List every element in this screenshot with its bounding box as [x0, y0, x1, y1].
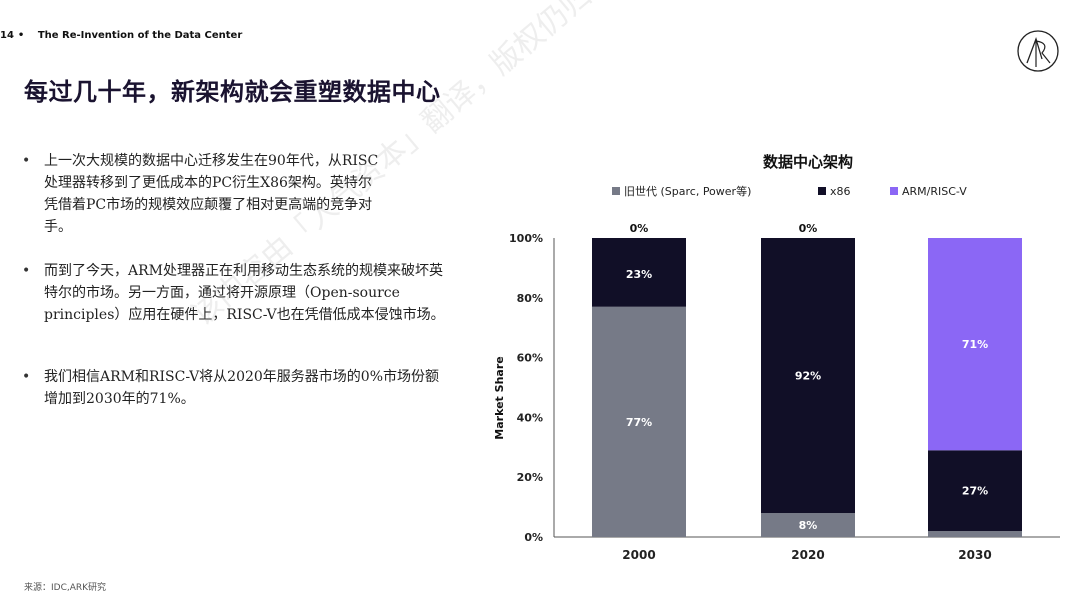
- bar-segment: [928, 238, 1022, 451]
- bar-segment: [761, 238, 855, 514]
- x-tick-label: 2000: [622, 548, 655, 562]
- data-label: 71%: [962, 338, 988, 351]
- section-title: The Re-Invention of the Data Center: [37, 30, 243, 41]
- bullet-item: 我们相信ARM和RISC-V将从2020年服务器市场的0%市场份额增加到2030…: [22, 366, 452, 410]
- bar-segment: [928, 450, 1022, 532]
- legend-swatch: [818, 187, 826, 195]
- data-label: 23%: [626, 268, 652, 281]
- chart-legend: 旧世代 (Sparc, Power等) x86 ARM/RISC-V: [612, 184, 967, 198]
- market-share-chart: 数据中心架构 旧世代 (Sparc, Power等) x86 ARM/RISC-V …: [493, 153, 1060, 562]
- x-tick-label: 2020: [791, 548, 824, 562]
- data-label: 77%: [626, 416, 652, 429]
- chart-bars: 77%23%0%8%92%0%2%27%71%: [592, 222, 1022, 537]
- y-tick-label: 20%: [517, 471, 543, 484]
- legend-label: 旧世代 (Sparc, Power等): [624, 184, 751, 198]
- y-tick-label: 40%: [517, 411, 543, 424]
- y-tick-label: 0%: [524, 531, 543, 544]
- y-tick-label: 80%: [517, 292, 543, 305]
- data-label: 27%: [962, 485, 988, 498]
- data-label: 0%: [630, 222, 649, 235]
- legend-swatch: [890, 187, 898, 195]
- y-tick-label: 100%: [509, 232, 543, 245]
- data-label: 92%: [795, 370, 821, 383]
- bar-segment: [592, 306, 686, 537]
- bar-segment: [592, 238, 686, 307]
- bullet-item: 而到了今天，ARM处理器正在利用移动生态系统的规模来破坏英特尔的市场。另一方面，…: [22, 260, 452, 326]
- bar-segment: [761, 513, 855, 537]
- y-axis-label: Market Share: [493, 356, 506, 439]
- chart-title: 数据中心架构: [763, 153, 853, 171]
- ark-logo-icon: [1017, 30, 1059, 72]
- x-tick-label: 2030: [958, 548, 991, 562]
- header-bullet-icon: •: [17, 30, 25, 41]
- legend-label: ARM/RISC-V: [902, 185, 967, 198]
- page-number: 14: [0, 30, 14, 41]
- bullet-item: 上一次大规模的数据中心迁移发生在90年代，从RISC处理器转移到了更低成本的PC…: [22, 150, 384, 238]
- data-label: 0%: [799, 222, 818, 235]
- bullet-list: 上一次大规模的数据中心迁移发生在90年代，从RISC处理器转移到了更低成本的PC…: [22, 150, 452, 410]
- page-header: 14 • The Re-Invention of the Data Center: [0, 30, 242, 41]
- page-title: 每过几十年，新架构就会重塑数据中心: [24, 78, 441, 106]
- bar-segment: [928, 531, 1022, 537]
- y-tick-label: 60%: [517, 352, 543, 365]
- source-note: 来源：IDC,ARK研究: [24, 583, 107, 593]
- legend-swatch: [612, 187, 620, 195]
- data-label: 8%: [799, 519, 818, 532]
- legend-label: x86: [830, 185, 851, 198]
